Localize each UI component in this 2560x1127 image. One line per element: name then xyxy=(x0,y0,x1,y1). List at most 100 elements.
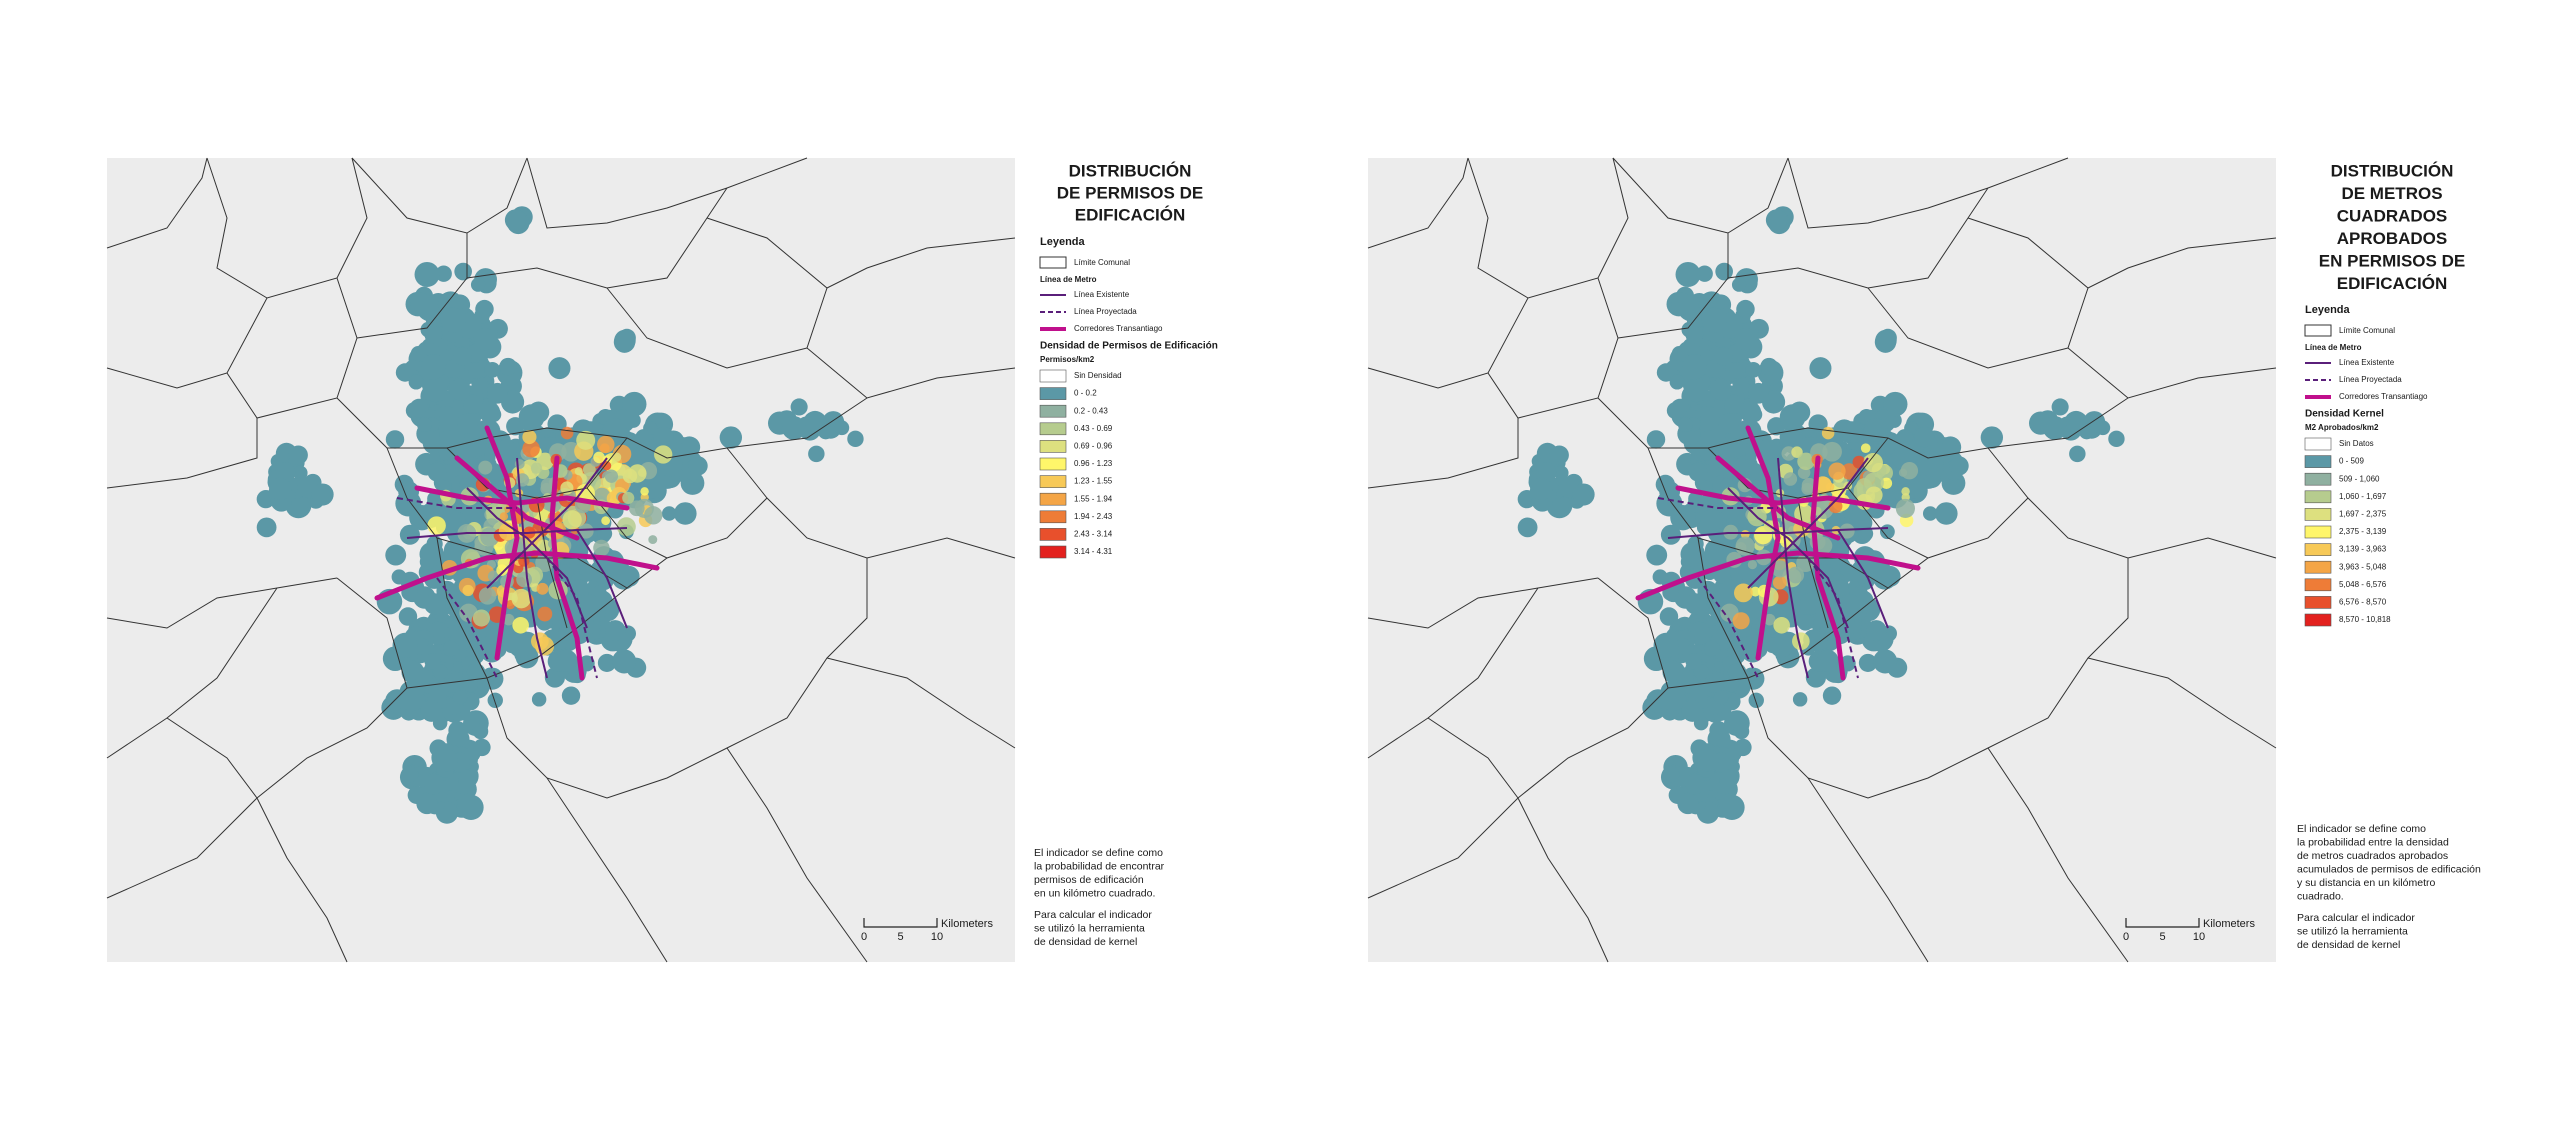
density-hotspot xyxy=(1801,482,1814,495)
scale-label: 5 xyxy=(897,931,903,943)
density-cell xyxy=(1863,418,1888,442)
communal-boundary xyxy=(256,797,348,963)
description-line: El indicador se define como xyxy=(1034,847,1163,859)
density-cell xyxy=(2051,398,2069,416)
density-hotspot xyxy=(1747,559,1758,570)
legend-subheading: Línea de Metro xyxy=(1040,275,1097,284)
density-hotspot xyxy=(499,512,509,521)
legend-item: 3.14 - 4.31 xyxy=(1074,547,1113,556)
metro-line xyxy=(1777,457,1809,679)
legend-swatch xyxy=(2304,613,2332,627)
density-cell xyxy=(653,426,674,448)
density-hotspot xyxy=(1794,504,1814,524)
density-cell xyxy=(458,794,484,821)
density-cell xyxy=(1681,700,1704,722)
legend-item: Línea Existente xyxy=(1074,290,1130,299)
density-cell xyxy=(495,439,517,461)
density-cell xyxy=(1822,686,1842,705)
density-cell xyxy=(1779,428,1797,446)
density-cell xyxy=(1670,292,1693,315)
map-title: EN PERMISOS DE xyxy=(2319,251,2465,270)
density-hotspot xyxy=(622,491,635,505)
communal-boundary xyxy=(1697,537,1889,589)
communal-boundary xyxy=(1367,577,1599,629)
density-cell xyxy=(408,374,424,390)
density-hotspot xyxy=(1780,534,1793,548)
density-cell xyxy=(1746,602,1763,619)
density-hotspot xyxy=(516,571,532,588)
density-cell xyxy=(1646,544,1668,566)
density-hotspot xyxy=(1860,443,1871,454)
density-cell xyxy=(612,649,637,674)
legend-swatch xyxy=(1039,492,1067,506)
map-title: DISTRIBUCIÓN xyxy=(1069,161,1192,180)
density-cell xyxy=(472,723,489,740)
metro-line xyxy=(406,527,628,539)
density-cell xyxy=(443,545,463,565)
legend-swatch xyxy=(1039,528,1067,541)
density-surface xyxy=(1517,206,2125,824)
density-hotspot xyxy=(511,588,531,609)
density-cell xyxy=(621,391,647,417)
density-hotspot xyxy=(1772,575,1787,590)
communal-boundary xyxy=(486,397,868,459)
density-cell xyxy=(1799,592,1822,615)
density-cell xyxy=(790,398,808,416)
density-cell xyxy=(1723,676,1740,693)
density-cell xyxy=(1874,331,1897,353)
communal-boundary xyxy=(1727,187,1989,289)
metro-line xyxy=(1667,527,1889,539)
density-hotspot xyxy=(1750,586,1761,597)
panel: DISTRIBUCIÓN DE PERMISOS DE EDIFICACIÓN Ley… xyxy=(106,157,1218,963)
density-cell xyxy=(1736,299,1755,319)
density-cell xyxy=(311,483,334,506)
legend-swatch xyxy=(2304,472,2332,486)
density-cell xyxy=(597,653,617,672)
density-cell xyxy=(1734,738,1752,757)
communal-boundary xyxy=(356,233,468,339)
description-line: en un kilómetro cuadrado. xyxy=(1034,887,1155,899)
density-cell xyxy=(1553,465,1569,481)
density-hotspot xyxy=(1791,446,1803,458)
legend-swatch xyxy=(2304,324,2332,337)
density-cell xyxy=(1792,692,1808,707)
scale-label: 0 xyxy=(861,931,867,943)
density-cell xyxy=(1715,262,1733,281)
density-cell xyxy=(1682,354,1708,380)
legend-item: Sin Datos xyxy=(2339,439,2374,448)
density-hotspot xyxy=(1797,452,1815,471)
description-line: se utilizó la herramienta xyxy=(1034,922,1145,934)
density-cell xyxy=(1779,404,1806,431)
scale-label: 0 xyxy=(2123,931,2129,943)
density-hotspot xyxy=(1733,583,1753,603)
density-cell xyxy=(1696,265,1713,282)
communal-boundary xyxy=(726,747,868,963)
metro-line xyxy=(486,457,608,589)
density-cell xyxy=(1710,378,1732,401)
legend-item: 0.43 - 0.69 xyxy=(1074,424,1113,433)
density-cell xyxy=(604,620,626,641)
density-cell xyxy=(391,569,407,585)
density-cell xyxy=(1687,494,1706,513)
scale-label: 10 xyxy=(931,931,943,943)
density-cell xyxy=(1536,462,1557,483)
transantiago-corridor xyxy=(549,455,585,681)
density-cell xyxy=(1713,689,1729,705)
density-cell xyxy=(452,689,468,705)
metro-projected xyxy=(1697,577,1759,679)
legend-swatch xyxy=(2304,525,2332,539)
description-line: El indicador se define como xyxy=(2297,823,2426,835)
density-cell xyxy=(415,669,433,687)
legend-item: 3,963 - 5,048 xyxy=(2339,562,2387,571)
density-cell xyxy=(847,430,864,448)
description-line: Para calcular el indicador xyxy=(1034,909,1152,921)
legend-item: 0 - 509 xyxy=(2339,457,2364,466)
communal-boundary xyxy=(2087,657,2277,749)
density-hotspot xyxy=(1763,613,1776,626)
density-cell xyxy=(674,502,697,525)
density-cell xyxy=(409,292,432,315)
metro-line xyxy=(576,529,628,629)
density-cell xyxy=(1677,792,1699,815)
communal-boundary xyxy=(1747,397,2129,459)
density-hotspot xyxy=(1863,472,1884,493)
